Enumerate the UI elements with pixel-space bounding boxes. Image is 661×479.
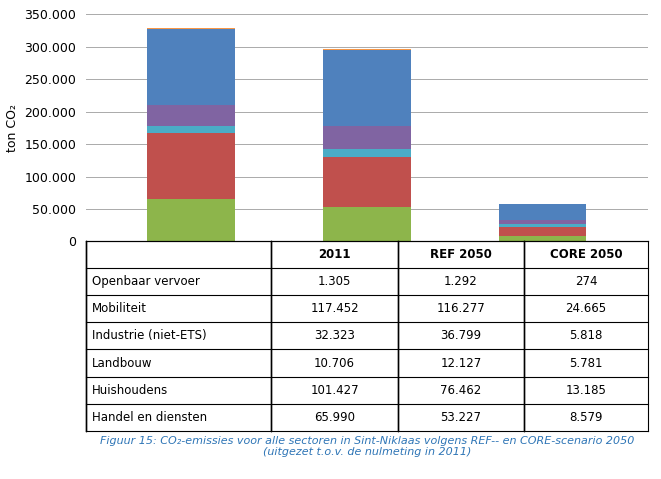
Text: 1.305: 1.305 bbox=[318, 275, 351, 288]
Text: 36.799: 36.799 bbox=[440, 330, 481, 342]
Bar bbox=[147, 133, 235, 199]
Bar bbox=[147, 105, 235, 126]
Bar bbox=[147, 28, 235, 29]
Text: Industrie (niet-ETS): Industrie (niet-ETS) bbox=[91, 330, 206, 342]
Text: 13.185: 13.185 bbox=[566, 384, 606, 397]
Text: Figuur 15: CO₂-emissies voor alle sectoren in Sint-Niklaas volgens REF-- en CORE: Figuur 15: CO₂-emissies voor alle sector… bbox=[100, 436, 634, 457]
Text: Landbouw: Landbouw bbox=[91, 356, 152, 369]
Text: 5.781: 5.781 bbox=[569, 356, 603, 369]
Text: 12.127: 12.127 bbox=[440, 356, 482, 369]
Text: 32.323: 32.323 bbox=[314, 330, 355, 342]
Text: Openbaar vervoer: Openbaar vervoer bbox=[91, 275, 200, 288]
Text: 1.292: 1.292 bbox=[444, 275, 478, 288]
Text: 5.818: 5.818 bbox=[569, 330, 603, 342]
Bar bbox=[323, 125, 410, 149]
Text: 10.706: 10.706 bbox=[314, 356, 355, 369]
Text: Mobiliteit: Mobiliteit bbox=[91, 302, 147, 316]
Bar bbox=[498, 227, 586, 236]
Text: 76.462: 76.462 bbox=[440, 384, 482, 397]
Text: 65.990: 65.990 bbox=[314, 411, 355, 423]
Bar bbox=[147, 199, 235, 241]
Text: 24.665: 24.665 bbox=[565, 302, 607, 316]
Bar bbox=[147, 29, 235, 105]
Bar bbox=[323, 157, 410, 207]
Text: 8.579: 8.579 bbox=[569, 411, 603, 423]
Bar bbox=[498, 236, 586, 241]
Bar bbox=[323, 207, 410, 241]
Text: 116.277: 116.277 bbox=[436, 302, 485, 316]
Bar bbox=[323, 149, 410, 157]
Text: REF 2050: REF 2050 bbox=[430, 249, 492, 262]
Text: 117.452: 117.452 bbox=[310, 302, 359, 316]
Text: CORE 2050: CORE 2050 bbox=[550, 249, 622, 262]
Text: 101.427: 101.427 bbox=[310, 384, 359, 397]
Bar bbox=[498, 204, 586, 220]
Bar bbox=[323, 49, 410, 50]
Text: 274: 274 bbox=[574, 275, 598, 288]
Text: Handel en diensten: Handel en diensten bbox=[91, 411, 207, 423]
Text: 2011: 2011 bbox=[319, 249, 351, 262]
Bar bbox=[147, 126, 235, 133]
Bar bbox=[498, 220, 586, 224]
Text: 53.227: 53.227 bbox=[440, 411, 481, 423]
Text: Huishoudens: Huishoudens bbox=[91, 384, 168, 397]
Bar bbox=[498, 224, 586, 227]
Bar bbox=[323, 50, 410, 125]
Y-axis label: ton CO₂: ton CO₂ bbox=[6, 104, 19, 152]
